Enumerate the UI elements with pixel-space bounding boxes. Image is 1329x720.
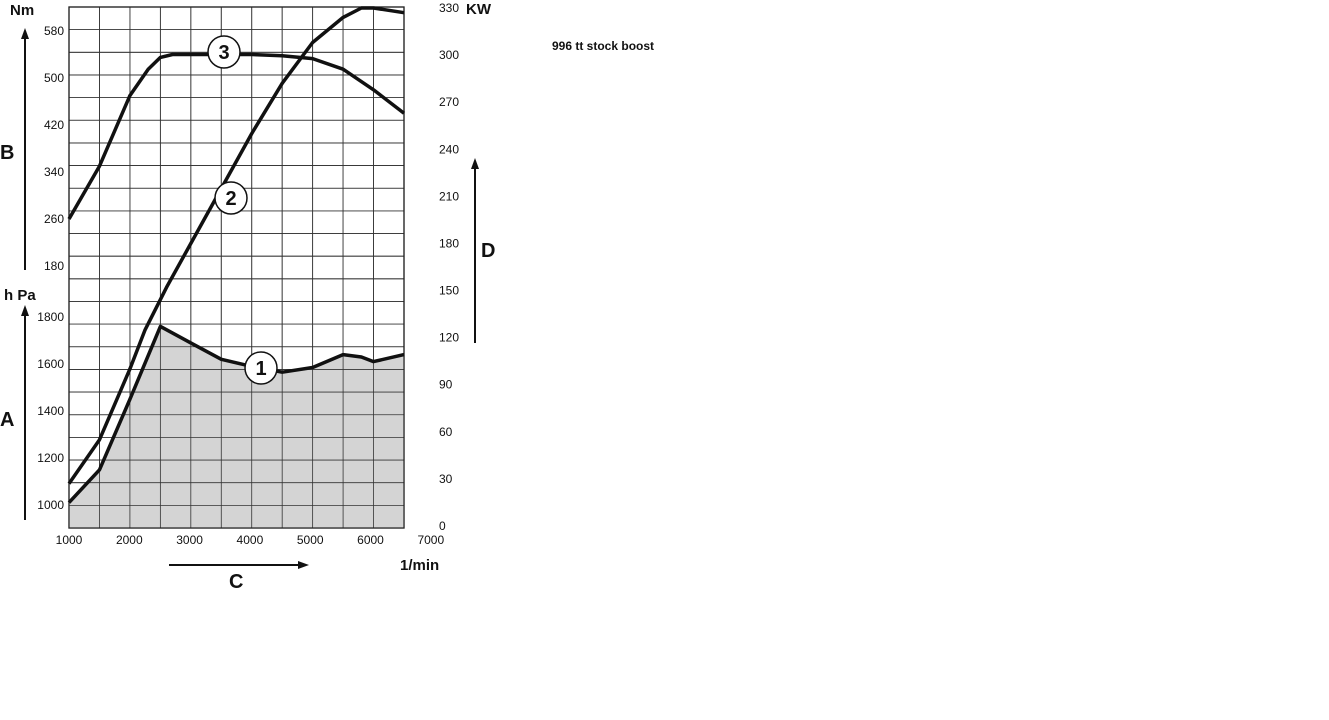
torque-arrowhead <box>21 28 29 39</box>
power-tick-label: 60 <box>439 425 453 439</box>
series-2-line <box>67 6 405 485</box>
torque-tick-label: 500 <box>44 71 64 85</box>
x-tick-label: 7000 <box>417 533 444 547</box>
pressure-axis-letter: A <box>0 409 14 431</box>
x-tick-label: 5000 <box>297 533 324 547</box>
power-tick-label: 210 <box>439 189 459 203</box>
series-3-line <box>67 52 406 220</box>
torque-tick-label: 340 <box>44 165 64 179</box>
power-tick-label: 90 <box>439 378 453 392</box>
x-tick-label: 2000 <box>116 533 143 547</box>
series-1-marker-label: 1 <box>255 358 266 380</box>
x-axis-ticks: 1000 2000 3000 4000 5000 6000 7000 <box>56 533 445 547</box>
power-tick-label: 270 <box>439 95 459 109</box>
rpm-unit-label: 1/min <box>400 557 439 574</box>
plot-frame-overlay <box>68 6 405 529</box>
power-tick-label: 240 <box>439 142 459 156</box>
torque-unit-label: Nm <box>10 2 34 19</box>
series-1-fill <box>69 326 404 528</box>
x-tick-label: 3000 <box>176 533 203 547</box>
pressure-tick-label: 1000 <box>37 498 64 512</box>
axis-arrows <box>21 28 479 569</box>
torque-axis-letter: B <box>0 142 14 164</box>
power-tick-label: 330 <box>439 1 459 15</box>
pressure-arrowhead <box>21 305 29 316</box>
power-tick-label: 180 <box>439 236 459 250</box>
x-tick-label: 1000 <box>56 533 83 547</box>
power-axis-letter: D <box>481 240 495 262</box>
torque-tick-label: 180 <box>44 259 64 273</box>
series-1-marker <box>244 351 278 385</box>
x-tick-label: 4000 <box>237 533 264 547</box>
power-arrowhead <box>471 158 479 169</box>
power-tick-label: 300 <box>439 48 459 62</box>
torque-tick-label: 420 <box>44 118 64 132</box>
pressure-tick-label: 1400 <box>37 404 64 418</box>
torque-tick-label: 580 <box>44 24 64 38</box>
series-3-marker <box>207 35 241 69</box>
rpm-arrowhead <box>298 561 309 569</box>
pressure-unit-label: h Pa <box>4 287 36 304</box>
power-tick-label: 150 <box>439 284 459 298</box>
series-2-marker <box>214 181 248 215</box>
series-markers: 1 2 3 <box>207 35 278 385</box>
pressure-tick-label: 1600 <box>37 357 64 371</box>
series-2-marker-label: 2 <box>225 188 236 210</box>
x-tick-label: 6000 <box>357 533 384 547</box>
rpm-axis-letter: C <box>229 571 243 593</box>
torque-tick-label: 260 <box>44 212 64 226</box>
pressure-tick-label: 1800 <box>37 310 64 324</box>
power-tick-label: 0 <box>439 519 446 533</box>
power-unit-label: KW <box>466 1 492 18</box>
power-tick-label: 120 <box>439 331 459 345</box>
series-layer <box>67 6 406 529</box>
left-axis-ticks: 180 260 340 420 500 580 1000 1200 1400 1600 1800 <box>37 24 64 512</box>
right-axis-ticks: 0 30 60 90 120 150 180 210 240 270 300 330 <box>439 1 459 533</box>
series-3-marker-label: 3 <box>218 42 229 64</box>
power-tick-label: 30 <box>439 472 453 486</box>
chart-note: 996 tt stock boost <box>552 39 655 53</box>
pressure-tick-label: 1200 <box>37 451 64 465</box>
